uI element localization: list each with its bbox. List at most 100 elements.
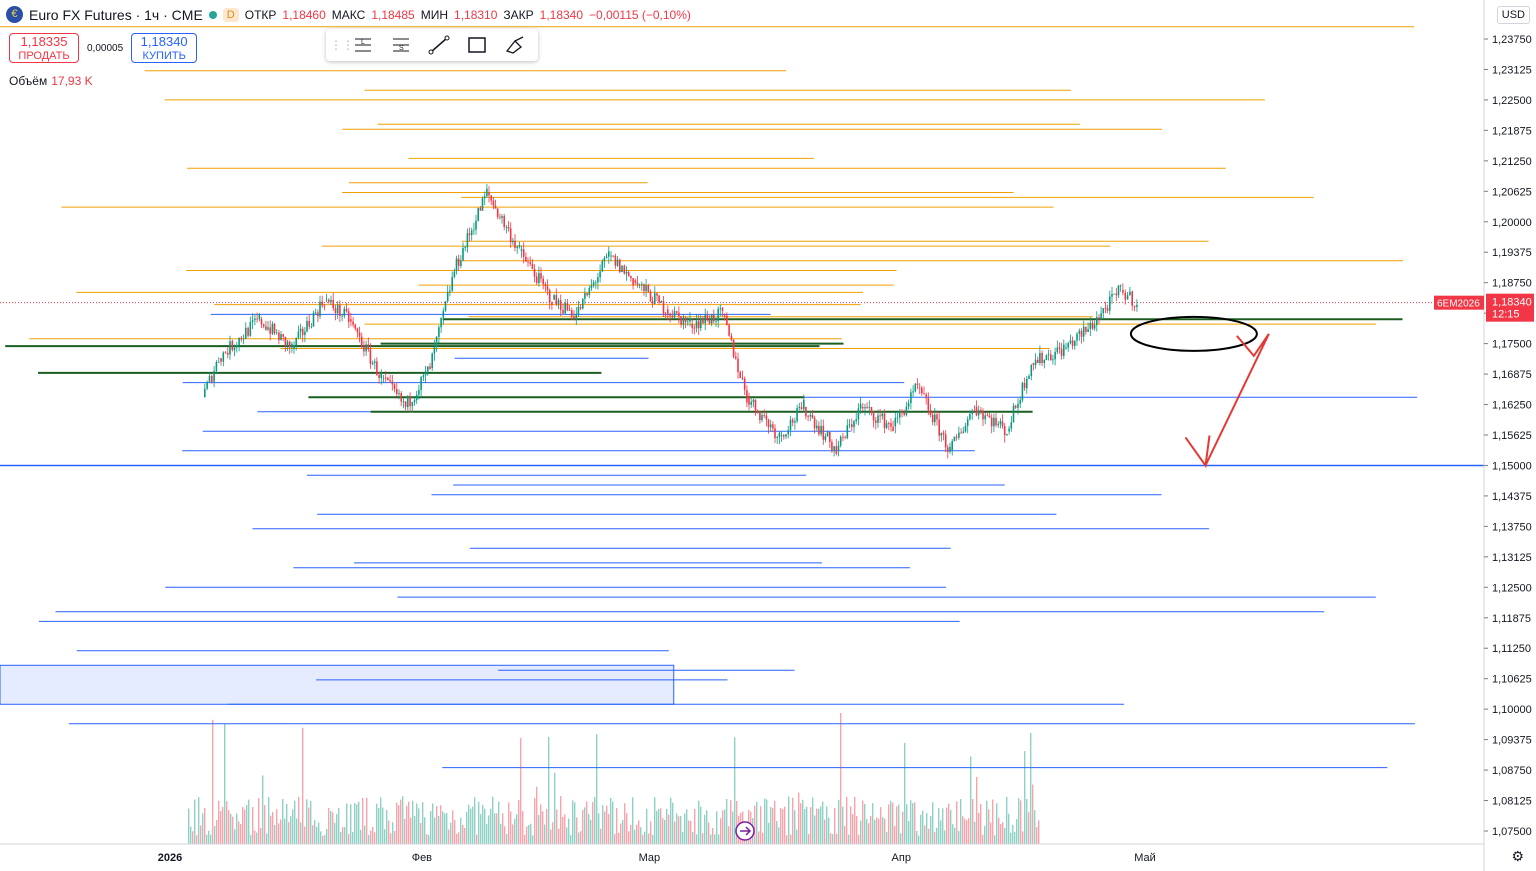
volume-bar — [860, 820, 862, 844]
candle-body — [680, 316, 682, 325]
volume-bar — [822, 801, 824, 844]
candle-body — [590, 285, 593, 289]
volume-bar — [264, 805, 266, 844]
settings-gear-icon[interactable]: ⚙ — [1511, 848, 1524, 864]
volume-bar — [218, 800, 220, 844]
short-position-icon[interactable]: S — [382, 29, 420, 61]
candle-body — [737, 358, 739, 373]
volume-bar — [634, 829, 636, 844]
candle-body — [286, 341, 289, 346]
candle-body — [360, 336, 363, 347]
candle-body — [499, 216, 501, 218]
volume-legend[interactable]: Объём 17,93 K — [9, 74, 93, 88]
candle-body — [870, 407, 873, 412]
candle-body — [982, 411, 984, 420]
volume-bar — [872, 803, 874, 844]
market-status-icon[interactable] — [208, 10, 217, 19]
price-tick-label: 1,17500 — [1492, 339, 1532, 351]
volume-bar — [272, 811, 274, 844]
sell-button[interactable]: 1,18335 ПРОДАТЬ — [9, 33, 79, 63]
currency-selector[interactable]: USD — [1496, 6, 1530, 24]
candle-body — [649, 291, 652, 302]
candle-body — [901, 411, 903, 413]
volume-bar — [760, 806, 762, 844]
volume-bar — [588, 814, 590, 844]
candle-body — [571, 310, 573, 317]
volume-bar — [1018, 798, 1020, 844]
volume-bar — [620, 823, 622, 844]
buy-button[interactable]: 1,18340 КУПИТЬ — [131, 33, 198, 63]
volume-bar — [512, 824, 514, 844]
candle-body — [641, 284, 643, 285]
candle-body — [927, 398, 930, 411]
volume-bar — [480, 814, 482, 844]
candle-body — [288, 341, 291, 348]
volume-bar — [784, 806, 786, 844]
volume-bar — [962, 816, 964, 844]
drag-handle-icon[interactable]: ⋮⋮ — [330, 38, 354, 52]
candle-body — [741, 377, 744, 379]
candle-body — [231, 341, 234, 351]
symbol-title[interactable]: Euro FX Futures · 1ч · CME — [29, 6, 203, 23]
spread-value: 0,00005 — [87, 42, 124, 54]
volume-bar — [642, 834, 644, 844]
long-position-icon[interactable]: L — [344, 29, 382, 61]
candle-body — [918, 387, 921, 389]
candle-body — [1039, 352, 1041, 363]
time-tick-label: Фев — [412, 852, 432, 864]
volume-bar — [476, 834, 478, 844]
candle-body — [914, 383, 917, 392]
candle-body — [763, 415, 765, 416]
change-value: −0,00115 (−0,10%) — [589, 7, 691, 22]
volume-bar — [630, 824, 632, 844]
trend-line-icon[interactable] — [420, 29, 458, 61]
volume-bar — [792, 797, 794, 844]
candle-body — [204, 388, 206, 398]
candle-body — [621, 265, 623, 272]
volume-bar — [934, 831, 936, 844]
candle-body — [625, 272, 628, 274]
candle-body — [352, 321, 354, 325]
candle-body — [442, 310, 445, 318]
delay-badge[interactable]: D — [222, 7, 239, 22]
candle-body — [275, 332, 278, 334]
volume-bar — [556, 809, 558, 844]
candle-body — [1012, 405, 1015, 423]
candle-body — [373, 361, 376, 363]
candle-body — [229, 341, 231, 355]
candle-body — [512, 240, 514, 243]
brush-icon[interactable] — [496, 29, 534, 61]
go-to-realtime-button[interactable] — [735, 821, 755, 841]
candle-body — [647, 285, 650, 292]
volume-bar — [558, 828, 560, 844]
volume-bar — [998, 817, 1000, 844]
candle-body — [868, 407, 871, 408]
volume-bar — [958, 830, 960, 844]
volume-bar — [614, 833, 616, 844]
candle-body — [213, 371, 215, 382]
time-tick-label: 2026 — [158, 852, 182, 864]
candle-body — [1113, 293, 1115, 295]
volume-bar — [832, 834, 834, 844]
candle-body — [1098, 317, 1100, 320]
last-price-value: 1,18340 — [1492, 297, 1532, 309]
candle-body — [490, 195, 492, 201]
volume-bar — [688, 820, 690, 844]
candle-body — [667, 309, 669, 314]
rectangle-icon[interactable] — [458, 29, 496, 61]
volume-bar — [366, 797, 368, 844]
candle-body — [916, 383, 919, 385]
candle-body — [1056, 347, 1059, 352]
candle-body — [367, 344, 369, 350]
volume-bar — [564, 814, 566, 844]
candle-body — [721, 308, 724, 311]
volume-bar — [408, 801, 410, 844]
candle-body — [643, 284, 645, 292]
volume-bar — [382, 807, 384, 844]
volume-bar — [306, 799, 308, 844]
volume-bar — [376, 803, 378, 844]
volume-bar — [454, 820, 456, 844]
open-value: 1,18460 — [282, 7, 326, 22]
candle-body — [505, 227, 508, 228]
